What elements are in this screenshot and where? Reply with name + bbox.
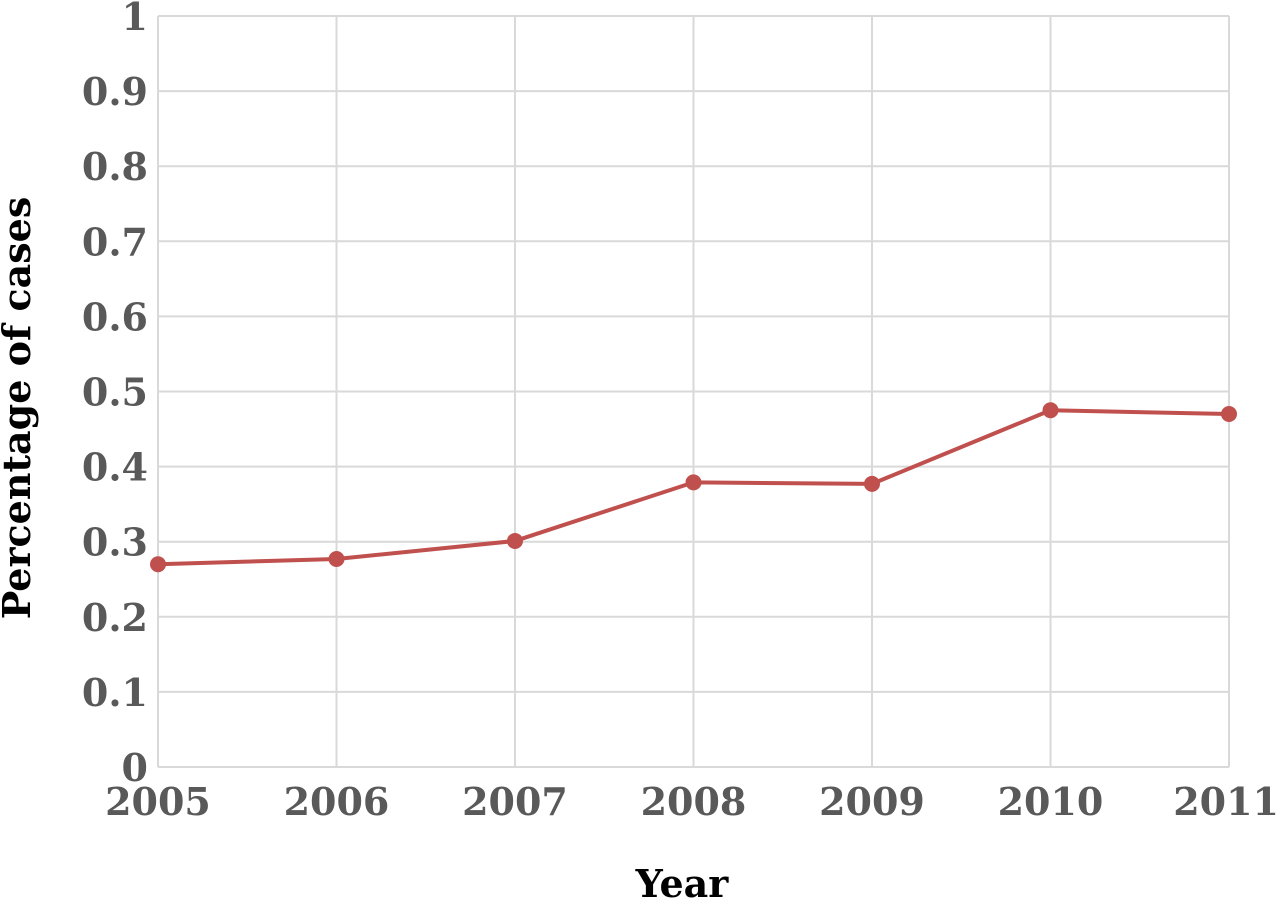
data-point — [864, 475, 880, 492]
y-tick-label: 0.3 — [82, 520, 148, 565]
x-tick-label: 2006 — [284, 779, 390, 824]
x-axis-title: Year — [635, 861, 730, 898]
x-tick-label: 2007 — [462, 779, 568, 824]
y-tick-label: 0.2 — [82, 595, 148, 640]
y-tick-label: 0.1 — [82, 670, 148, 715]
series — [150, 402, 1237, 573]
data-point — [150, 556, 166, 573]
y-tick-label: 0 — [122, 745, 148, 790]
x-tick-label: 2009 — [819, 779, 925, 824]
x-tick-label: 2010 — [998, 779, 1104, 824]
data-point — [685, 474, 702, 491]
y-tick-label: 0.7 — [82, 219, 148, 264]
x-tick-label: 2005 — [105, 779, 211, 824]
x-tick-label: 2008 — [641, 779, 747, 824]
x-tick-label: 2011 — [1173, 779, 1279, 824]
data-point — [1221, 406, 1237, 423]
y-tick-labels: 0 0.1 0.2 0.3 0.4 0.5 0.6 0.7 0.8 0.9 1 — [82, 0, 148, 790]
data-point — [328, 550, 345, 567]
y-tick-label: 0.4 — [82, 445, 148, 490]
x-tick-labels: 2005 2006 2007 2008 2009 2010 2011 — [105, 779, 1279, 824]
data-point — [507, 532, 523, 549]
y-axis-title: Percentage of cases — [0, 197, 39, 620]
y-tick-label: 1 — [122, 0, 148, 39]
y-tick-label: 0.6 — [82, 294, 148, 339]
data-point — [1042, 402, 1059, 419]
grid — [157, 15, 1230, 767]
y-tick-label: 0.5 — [82, 370, 148, 415]
y-tick-label: 0.8 — [82, 144, 148, 189]
axes — [157, 16, 1229, 768]
y-tick-label: 0.9 — [82, 69, 148, 114]
